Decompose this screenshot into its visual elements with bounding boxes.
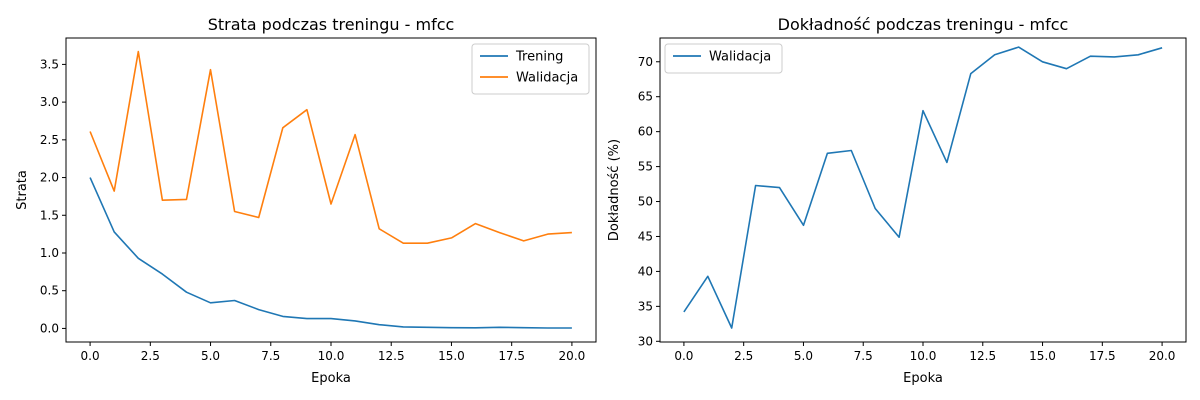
x-tick-label: 0.0 (81, 349, 100, 363)
y-tick-label: 50 (638, 195, 653, 209)
x-tick-label: 15.0 (1029, 349, 1056, 363)
legend-box (664, 43, 783, 74)
y-tick-label: 1.0 (40, 246, 59, 260)
y-tick-label: 2.0 (40, 171, 59, 185)
y-tick-label: 60 (638, 125, 653, 139)
series-line-walidacja (89, 50, 572, 244)
legend-label: Walidacja (709, 50, 771, 65)
y-axis-label: Dokładność (%) (607, 139, 622, 241)
legend-label: Walidacja (516, 71, 578, 86)
x-axis-label: Epoka (903, 371, 943, 386)
x-tick-label: 15.0 (438, 349, 465, 363)
series-line-trening (89, 177, 572, 329)
plot-frame (659, 37, 1187, 343)
y-tick-label: 3.5 (40, 57, 59, 71)
legend: Walidacja (664, 43, 783, 74)
y-tick-label: 2.5 (40, 133, 59, 147)
y-tick-label: 35 (638, 299, 653, 313)
x-tick-label: 17.5 (498, 349, 525, 363)
legend: Trening Walidacja (471, 43, 590, 95)
x-tick-label: 2.5 (734, 349, 753, 363)
x-tick-label: 7.5 (854, 349, 873, 363)
x-tick-label: 2.5 (141, 349, 160, 363)
y-tick-label: 0.5 (40, 284, 59, 298)
accuracy-chart: Dokładność podczas treningu - mfcc Epoka… (607, 15, 1187, 386)
y-tick-label: 30 (638, 334, 653, 348)
y-tick-label: 40 (638, 264, 653, 278)
x-axis-label: Epoka (311, 371, 351, 386)
x-tick-label: 10.0 (318, 349, 345, 363)
loss-chart: Strata podczas treningu - mfcc Epoka Str… (15, 15, 597, 386)
chart-title: Dokładność podczas treningu - mfcc (778, 15, 1069, 34)
x-tick-label: 5.0 (201, 349, 220, 363)
x-tick-label: 7.5 (261, 349, 280, 363)
x-tick-label: 12.5 (378, 349, 405, 363)
y-tick-label: 55 (638, 160, 653, 174)
x-tick-label: 17.5 (1089, 349, 1116, 363)
y-tick-label: 3.0 (40, 95, 59, 109)
chart-title: Strata podczas treningu - mfcc (208, 15, 455, 34)
x-tick-label: 20.0 (559, 349, 586, 363)
legend-label: Trening (515, 50, 563, 65)
x-tick-label: 12.5 (969, 349, 996, 363)
y-tick-label: 45 (638, 229, 653, 243)
x-tick-label: 0.0 (674, 349, 693, 363)
y-tick-label: 65 (638, 90, 653, 104)
y-axis-label: Strata (15, 170, 30, 210)
y-tick-label: 70 (638, 55, 653, 69)
series-line-walidacja (683, 46, 1163, 329)
x-tick-label: 20.0 (1149, 349, 1176, 363)
y-tick-label: 1.5 (40, 208, 59, 222)
x-tick-label: 10.0 (910, 349, 937, 363)
x-tick-label: 5.0 (794, 349, 813, 363)
y-tick-label: 0.0 (40, 321, 59, 335)
